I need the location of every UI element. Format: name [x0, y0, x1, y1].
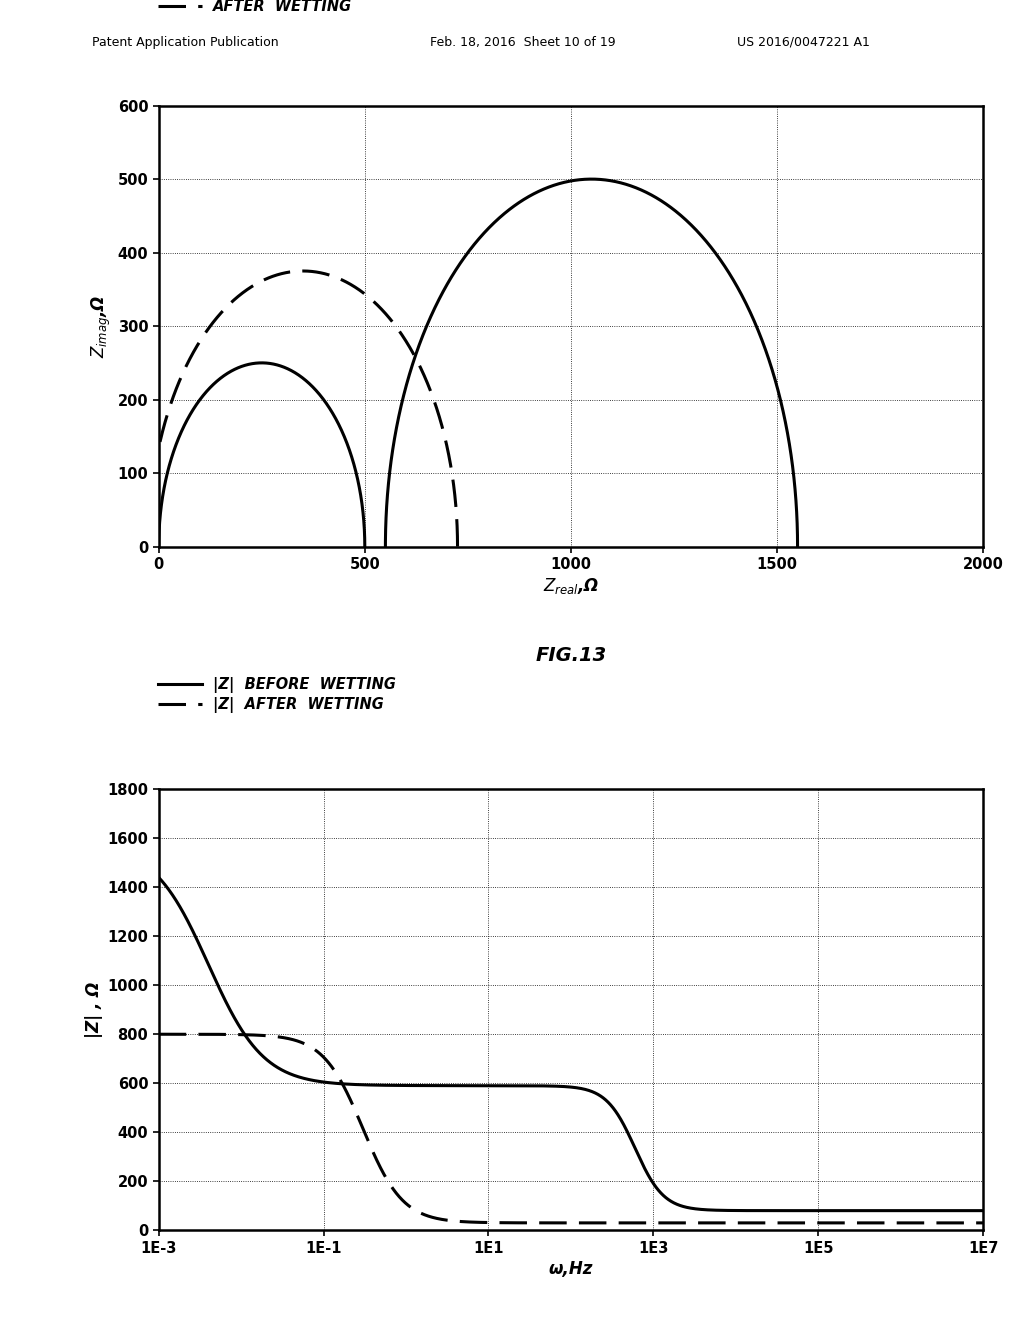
Y-axis label: $Z_{imag}$,Ω: $Z_{imag}$,Ω — [90, 294, 114, 358]
Text: Patent Application Publication: Patent Application Publication — [92, 36, 279, 49]
Legend: |Z|  BEFORE  WETTING, |Z|  AFTER  WETTING: |Z| BEFORE WETTING, |Z| AFTER WETTING — [158, 677, 396, 713]
Text: FIG.13: FIG.13 — [536, 645, 606, 665]
X-axis label: $Z_{real}$,Ω: $Z_{real}$,Ω — [543, 577, 599, 597]
Legend: BEFORE  WETTING, AFTER  WETTING: BEFORE WETTING, AFTER WETTING — [158, 0, 365, 15]
Text: Feb. 18, 2016  Sheet 10 of 19: Feb. 18, 2016 Sheet 10 of 19 — [430, 36, 615, 49]
Text: US 2016/0047221 A1: US 2016/0047221 A1 — [737, 36, 870, 49]
Y-axis label: |Z| , Ω: |Z| , Ω — [85, 982, 103, 1038]
X-axis label: ω,Hz: ω,Hz — [549, 1259, 593, 1278]
